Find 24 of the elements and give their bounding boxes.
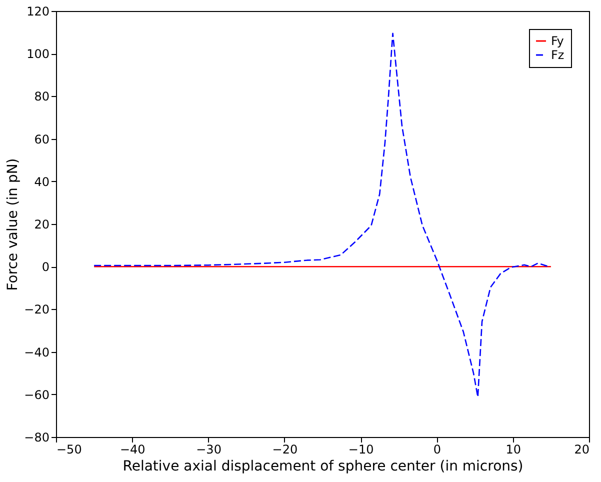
y-tick-label: 120 [26,4,50,18]
y-tick-label: 60 [34,132,50,146]
y-tick-label: 0 [42,260,50,274]
x-tick-label: 0 [433,442,442,456]
y-tick-label: −80 [24,430,50,444]
x-tick-label: −30 [196,442,222,456]
y-tick-label: −20 [24,302,50,317]
legend-label: Fy [551,34,564,48]
x-tick-label: −40 [120,442,146,456]
line-series [93,32,550,398]
y-tick-label: 100 [26,47,50,62]
y-tick-label: −40 [24,345,50,360]
x-axis-title: Relative axial displacement of sphere center (in microns) [122,458,524,474]
x-tick-label: 10 [506,442,521,456]
y-tick-label: 80 [34,90,50,104]
x-tick-label: −50 [56,442,82,456]
y-tick-label: 20 [34,218,50,232]
legend-label: Fz [551,48,564,62]
x-tick-label: 20 [574,442,590,456]
y-tick-label: −60 [24,388,50,402]
y-axis-title: Force value (in pN) [5,158,22,291]
y-tick-label: 40 [34,174,50,189]
x-tick-label: −20 [272,442,298,456]
x-tick-label: −10 [348,442,374,456]
